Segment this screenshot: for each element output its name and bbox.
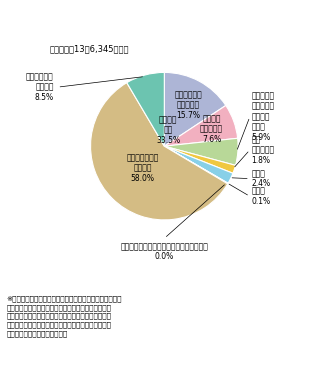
Text: 情報
サービス業
1.8%: 情報 サービス業 1.8% — [251, 135, 275, 165]
Text: インターネット附随・その他の情報通信業
0.0%: インターネット附随・その他の情報通信業 0.0% — [120, 242, 208, 261]
Wedge shape — [164, 105, 238, 146]
Wedge shape — [164, 146, 228, 184]
Wedge shape — [164, 146, 233, 183]
Wedge shape — [164, 138, 238, 165]
Text: 電気機械
器具製造業
7.6%: 電気機械 器具製造業 7.6% — [200, 114, 223, 144]
Wedge shape — [91, 83, 228, 220]
Text: 情報通信
産業
33.5%: 情報通信 産業 33.5% — [156, 115, 180, 145]
Text: 放送業
0.1%: 放送業 0.1% — [251, 187, 270, 206]
Text: ※　ここでの情報通信産業の研究費は、情報通信機械器具
製造業、電気機械器具製造業、電子部品・デバイス・
電子回路製造業、情報通信業（情報サービス業、通信
業、放: ※ ここでの情報通信産業の研究費は、情報通信機械器具 製造業、電気機械器具製造業… — [7, 296, 122, 337]
Text: （全産業：13兆6,345億円）: （全産業：13兆6,345億円） — [50, 44, 129, 53]
Wedge shape — [127, 72, 164, 146]
Text: 情報通信機械
器具製造業
15.7%: 情報通信機械 器具製造業 15.7% — [174, 90, 202, 120]
Text: 通信業
2.4%: 通信業 2.4% — [251, 169, 270, 188]
Text: 電子部品・
デバイス・
電子回路
製造業
5.9%: 電子部品・ デバイス・ 電子回路 製造業 5.9% — [251, 91, 275, 142]
Wedge shape — [164, 146, 228, 184]
Text: その他の産業
（合計）
8.5%: その他の産業 （合計） 8.5% — [26, 72, 54, 102]
Text: その他の製造業
（合計）
58.0%: その他の製造業 （合計） 58.0% — [126, 153, 159, 183]
Wedge shape — [164, 146, 236, 173]
Wedge shape — [164, 72, 226, 146]
